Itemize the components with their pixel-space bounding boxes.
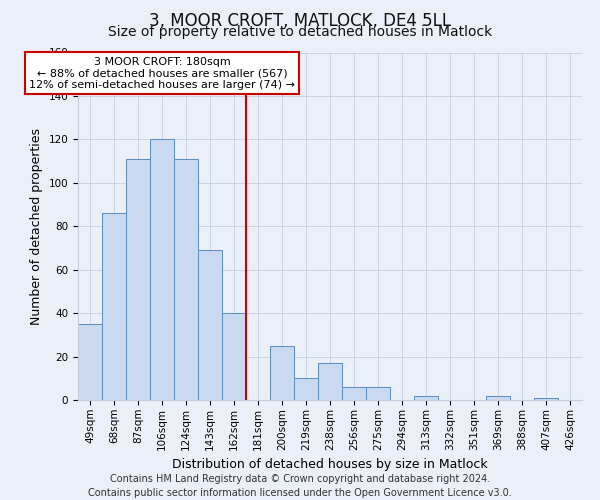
Bar <box>222 313 246 400</box>
X-axis label: Distribution of detached houses by size in Matlock: Distribution of detached houses by size … <box>172 458 488 471</box>
Bar <box>294 378 318 400</box>
Bar <box>78 324 102 400</box>
Bar <box>174 159 198 400</box>
Bar <box>270 346 294 400</box>
Bar <box>342 387 366 400</box>
Bar <box>414 396 438 400</box>
Bar <box>318 363 342 400</box>
Bar <box>486 396 510 400</box>
Bar <box>126 159 150 400</box>
Bar <box>198 250 222 400</box>
Y-axis label: Number of detached properties: Number of detached properties <box>30 128 43 325</box>
Text: 3 MOOR CROFT: 180sqm
← 88% of detached houses are smaller (567)
12% of semi-deta: 3 MOOR CROFT: 180sqm ← 88% of detached h… <box>29 57 295 90</box>
Text: 3, MOOR CROFT, MATLOCK, DE4 5LL: 3, MOOR CROFT, MATLOCK, DE4 5LL <box>149 12 451 30</box>
Text: Size of property relative to detached houses in Matlock: Size of property relative to detached ho… <box>108 25 492 39</box>
Bar <box>150 140 174 400</box>
Text: Contains HM Land Registry data © Crown copyright and database right 2024.
Contai: Contains HM Land Registry data © Crown c… <box>88 474 512 498</box>
Bar <box>102 213 126 400</box>
Bar <box>366 387 390 400</box>
Bar <box>534 398 558 400</box>
